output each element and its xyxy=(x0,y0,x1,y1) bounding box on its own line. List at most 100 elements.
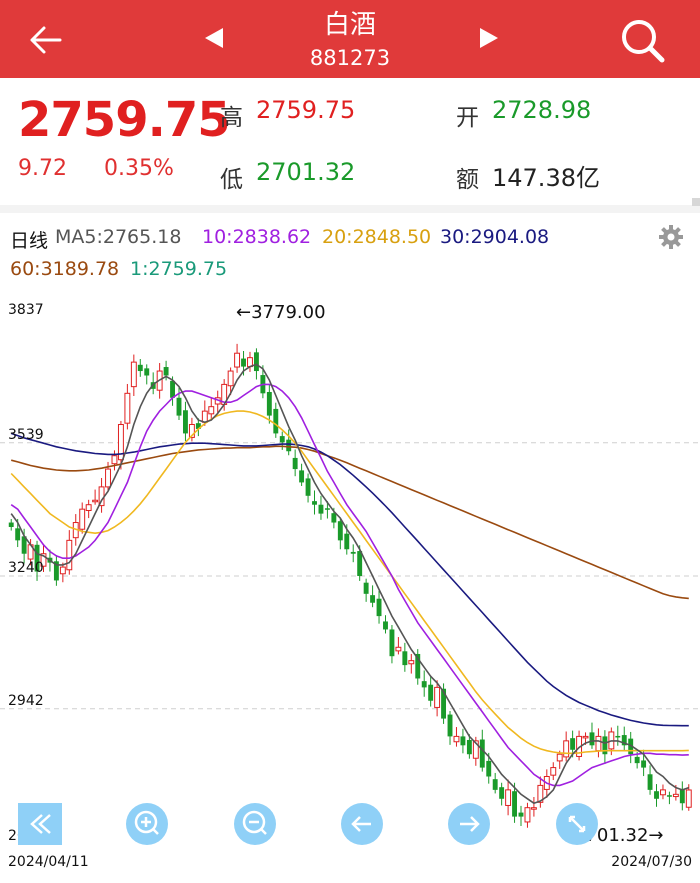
ma5-legend: MA5:2765.18 xyxy=(55,226,182,248)
fullscreen-icon[interactable] xyxy=(556,803,598,845)
amount-label: 额 xyxy=(456,167,479,193)
candle xyxy=(130,354,137,396)
close-legend: 1:2759.75 xyxy=(130,258,228,280)
candle xyxy=(111,450,118,471)
high-annotation: ←3779.00 xyxy=(236,302,326,323)
candle xyxy=(415,649,421,685)
ma60-legend: 60:3189.78 xyxy=(10,258,120,280)
candle xyxy=(447,711,453,745)
open-label: 开 xyxy=(456,105,479,131)
prev-triangle-icon[interactable] xyxy=(205,28,223,48)
candle xyxy=(492,772,498,794)
index-code: 881273 xyxy=(309,46,391,70)
page-title: 白酒 xyxy=(323,10,376,40)
candle xyxy=(370,585,376,608)
candle xyxy=(66,530,73,575)
candle xyxy=(273,402,279,438)
x-end-label: 2024/07/30 xyxy=(611,854,692,870)
ma20-legend: 20:2848.50 xyxy=(322,226,432,248)
candle xyxy=(8,518,14,531)
candle xyxy=(524,802,531,828)
candle xyxy=(660,784,666,800)
amount-value: 147.38亿 xyxy=(492,164,600,192)
candle xyxy=(305,473,311,503)
next-triangle-icon[interactable] xyxy=(480,28,498,48)
candle xyxy=(402,642,408,672)
zoom-in-icon[interactable] xyxy=(126,803,168,845)
back-arrow-icon[interactable] xyxy=(26,20,66,60)
zoom-out-icon[interactable] xyxy=(234,803,276,845)
open-value: 2728.98 xyxy=(492,96,592,124)
candle xyxy=(350,544,356,563)
candle xyxy=(170,376,175,406)
y-tick-label: 2942 xyxy=(8,693,44,709)
candle xyxy=(615,725,621,746)
candle xyxy=(357,545,363,581)
candle xyxy=(389,625,395,664)
candle xyxy=(247,351,253,372)
gear-icon[interactable] xyxy=(658,224,684,250)
candle xyxy=(195,418,201,437)
price-change-percent: 0.35% xyxy=(104,156,174,181)
candle xyxy=(654,784,659,807)
ma30-legend: 30:2904.08 xyxy=(440,226,550,248)
ma10-line xyxy=(10,383,689,787)
candle xyxy=(79,502,86,534)
header-bar: 白酒 881273 xyxy=(0,0,700,78)
candle xyxy=(602,730,608,765)
kline-chart[interactable]: 38373539324029422643 ←3779.00 2701.32→ 2… xyxy=(0,290,700,883)
candle xyxy=(395,637,402,655)
candle xyxy=(337,517,343,550)
ma20-line xyxy=(10,410,689,755)
candle xyxy=(34,540,40,581)
candle xyxy=(466,734,472,759)
candle xyxy=(512,782,517,823)
candle xyxy=(318,495,324,520)
candle xyxy=(453,727,460,747)
candle xyxy=(98,477,105,513)
price-change: 9.72 xyxy=(18,156,67,181)
high-label: 高 xyxy=(220,105,243,131)
candle xyxy=(621,726,627,752)
candle xyxy=(324,501,330,519)
candle xyxy=(188,417,195,442)
candle xyxy=(299,463,305,486)
candle xyxy=(227,367,234,396)
candle xyxy=(292,449,298,477)
x-start-label: 2024/04/11 xyxy=(8,854,89,870)
candle xyxy=(40,543,47,572)
pan-right-icon[interactable] xyxy=(448,803,490,845)
candle xyxy=(685,784,692,811)
candle xyxy=(563,731,570,762)
y-tick-label: 3539 xyxy=(8,427,44,443)
candle xyxy=(550,762,557,781)
candle xyxy=(589,722,595,749)
candle xyxy=(460,728,466,754)
candle xyxy=(441,683,447,724)
candle xyxy=(679,781,685,811)
candle xyxy=(234,343,241,373)
ma30-line xyxy=(10,432,689,727)
candle xyxy=(499,782,505,806)
candle xyxy=(286,429,292,456)
candle xyxy=(59,562,66,583)
candle xyxy=(530,796,537,817)
pan-left-icon[interactable] xyxy=(341,803,383,845)
candle xyxy=(434,680,441,717)
candle xyxy=(266,383,272,424)
candle xyxy=(537,776,544,808)
candle xyxy=(408,653,415,674)
first-page-icon[interactable] xyxy=(18,803,62,845)
candle xyxy=(486,752,492,784)
search-icon[interactable] xyxy=(618,16,666,64)
candle xyxy=(628,731,634,764)
candle xyxy=(505,779,512,816)
candle xyxy=(124,383,131,430)
section-divider xyxy=(0,205,700,213)
period-label[interactable]: 日线 xyxy=(10,230,49,252)
candle xyxy=(208,397,215,421)
last-price: 2759.75 xyxy=(18,92,231,148)
candle xyxy=(183,401,188,441)
candle xyxy=(421,670,427,697)
candle xyxy=(117,420,124,470)
